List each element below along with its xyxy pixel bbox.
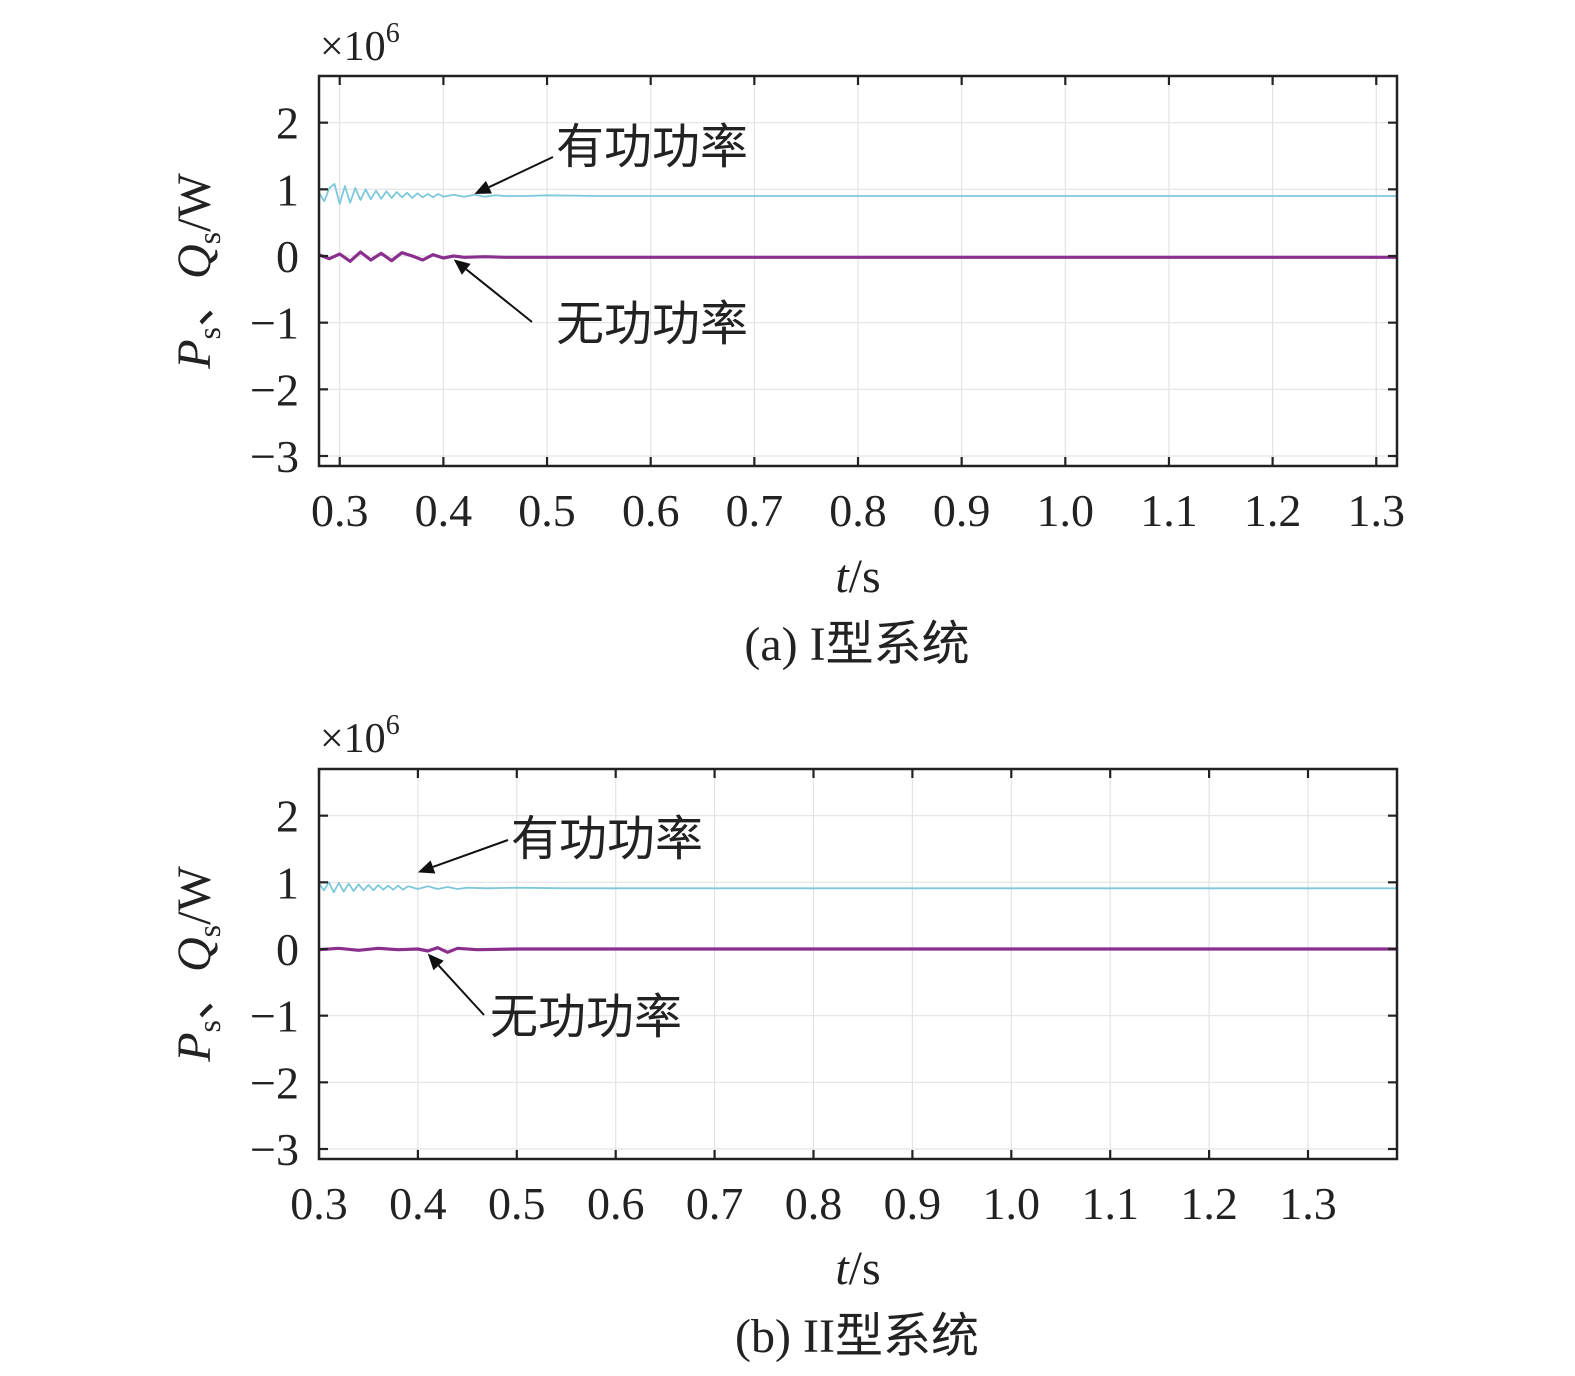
y-multiplier-exponent: 6: [386, 18, 400, 49]
y-axis-q-sub: s: [191, 925, 227, 937]
x-tick-label: 1.3: [1348, 485, 1406, 536]
y-axis-p: P: [168, 339, 221, 369]
x-tick-label: 1.0: [1037, 485, 1095, 536]
x-axis-label: t/s: [835, 550, 880, 603]
y-multiplier-base: ×10: [320, 24, 386, 70]
x-tick-label: 0.4: [389, 1178, 447, 1229]
annotation-arrow-line: [432, 839, 509, 868]
annotation-arrow-head: [453, 259, 471, 275]
y-tick-label: −1: [250, 298, 299, 349]
x-axis-var: t: [835, 1242, 850, 1295]
annotation-arrow-head: [427, 953, 444, 971]
annotation-reactive-power: 无功功率: [556, 298, 748, 351]
y-axis-p-sub: s: [191, 327, 227, 339]
x-tick-label: 0.3: [311, 485, 369, 536]
annotation-arrow-line: [465, 268, 533, 323]
chart-panel-a: 0.3 0.4 0.5 0.6 0.7 0.8 0.9 1.0 1.1 1.2 1.3 2 1 0 −1 −2…: [168, 18, 1405, 671]
y-axis-separator: 、: [168, 972, 221, 1020]
y-multiplier-label: ×106: [320, 18, 400, 70]
x-tick-label: 0.3: [290, 1178, 348, 1229]
y-axis-separator: 、: [168, 279, 221, 327]
y-axis-label: Ps、Qs/W: [168, 866, 227, 1063]
y-tick-label: −1: [250, 991, 299, 1042]
x-axis-unit: /s: [849, 550, 881, 603]
x-tick-label: 0.5: [518, 485, 576, 536]
y-multiplier-exponent: 6: [386, 710, 400, 741]
chart-panel-b: 0.3 0.4 0.5 0.6 0.7 0.8 0.9 1.0 1.1 1.2 1.3 2 1 0 −1 −2…: [168, 710, 1399, 1363]
y-axis-unit: /W: [168, 866, 221, 925]
y-axis-p: P: [168, 1032, 221, 1062]
y-multiplier-label: ×106: [320, 710, 400, 762]
annotation-arrow-head: [417, 860, 436, 874]
series-line-reactive-power: [318, 946, 1397, 954]
x-tick-label: 0.7: [726, 485, 784, 536]
annotation-active-power: 有功功率: [511, 813, 703, 866]
y-tick-label: −2: [250, 364, 299, 415]
y-tick-label: 0: [276, 231, 299, 282]
x-tick-label: 0.8: [829, 485, 887, 536]
y-axis-q: Q: [168, 244, 221, 279]
x-tick-label: 0.9: [884, 1178, 942, 1229]
x-tick-label: 1.3: [1279, 1178, 1337, 1229]
panel-caption: (b) II型系统: [735, 1310, 979, 1363]
panel-caption: (a) I型系统: [744, 618, 969, 671]
annotation-active-power: 有功功率: [556, 121, 748, 174]
x-axis-label: t/s: [835, 1242, 880, 1295]
x-tick-label: 0.9: [933, 485, 991, 536]
x-tick-label: 0.6: [587, 1178, 645, 1229]
y-multiplier-base: ×10: [320, 716, 386, 762]
y-axis-unit: /W: [168, 173, 221, 232]
x-tick-label: 1.2: [1244, 485, 1302, 536]
annotation-arrow-head: [474, 180, 492, 194]
y-tick-label: −2: [250, 1057, 299, 1108]
x-tick-label: 1.1: [1081, 1178, 1139, 1229]
series-line-reactive-power: [318, 250, 1397, 263]
y-tick-label: 2: [276, 791, 299, 842]
y-tick-label: −3: [250, 1124, 299, 1175]
x-tick-label: 1.1: [1140, 485, 1198, 536]
x-tick-label: 0.8: [785, 1178, 843, 1229]
x-tick-label: 0.5: [488, 1178, 546, 1229]
x-axis-unit: /s: [849, 1242, 881, 1295]
plot-frame: [317, 767, 1399, 1161]
x-axis-var: t: [835, 550, 850, 603]
y-tick-label: 2: [276, 98, 299, 149]
x-tick-label: 1.0: [983, 1178, 1041, 1229]
annotation-reactive-power: 无功功率: [490, 991, 682, 1044]
annotation-arrow-line: [488, 156, 554, 189]
annotation-arrow-line: [437, 964, 485, 1016]
y-axis-q: Q: [168, 937, 221, 972]
y-tick-label: 1: [276, 857, 299, 908]
series-line-active-power: [318, 881, 1397, 894]
series-line-active-power: [318, 183, 1397, 205]
x-tick-label: 0.4: [415, 485, 473, 536]
y-tick-label: −3: [250, 431, 299, 482]
y-tick-label: 0: [276, 924, 299, 975]
y-axis-label: Ps、Qs/W: [168, 173, 227, 370]
x-tick-label: 1.2: [1180, 1178, 1238, 1229]
y-axis-q-sub: s: [191, 232, 227, 244]
x-tick-label: 0.6: [622, 485, 680, 536]
y-tick-label: 1: [276, 164, 299, 215]
y-axis-p-sub: s: [191, 1020, 227, 1032]
x-tick-label: 0.7: [686, 1178, 744, 1229]
